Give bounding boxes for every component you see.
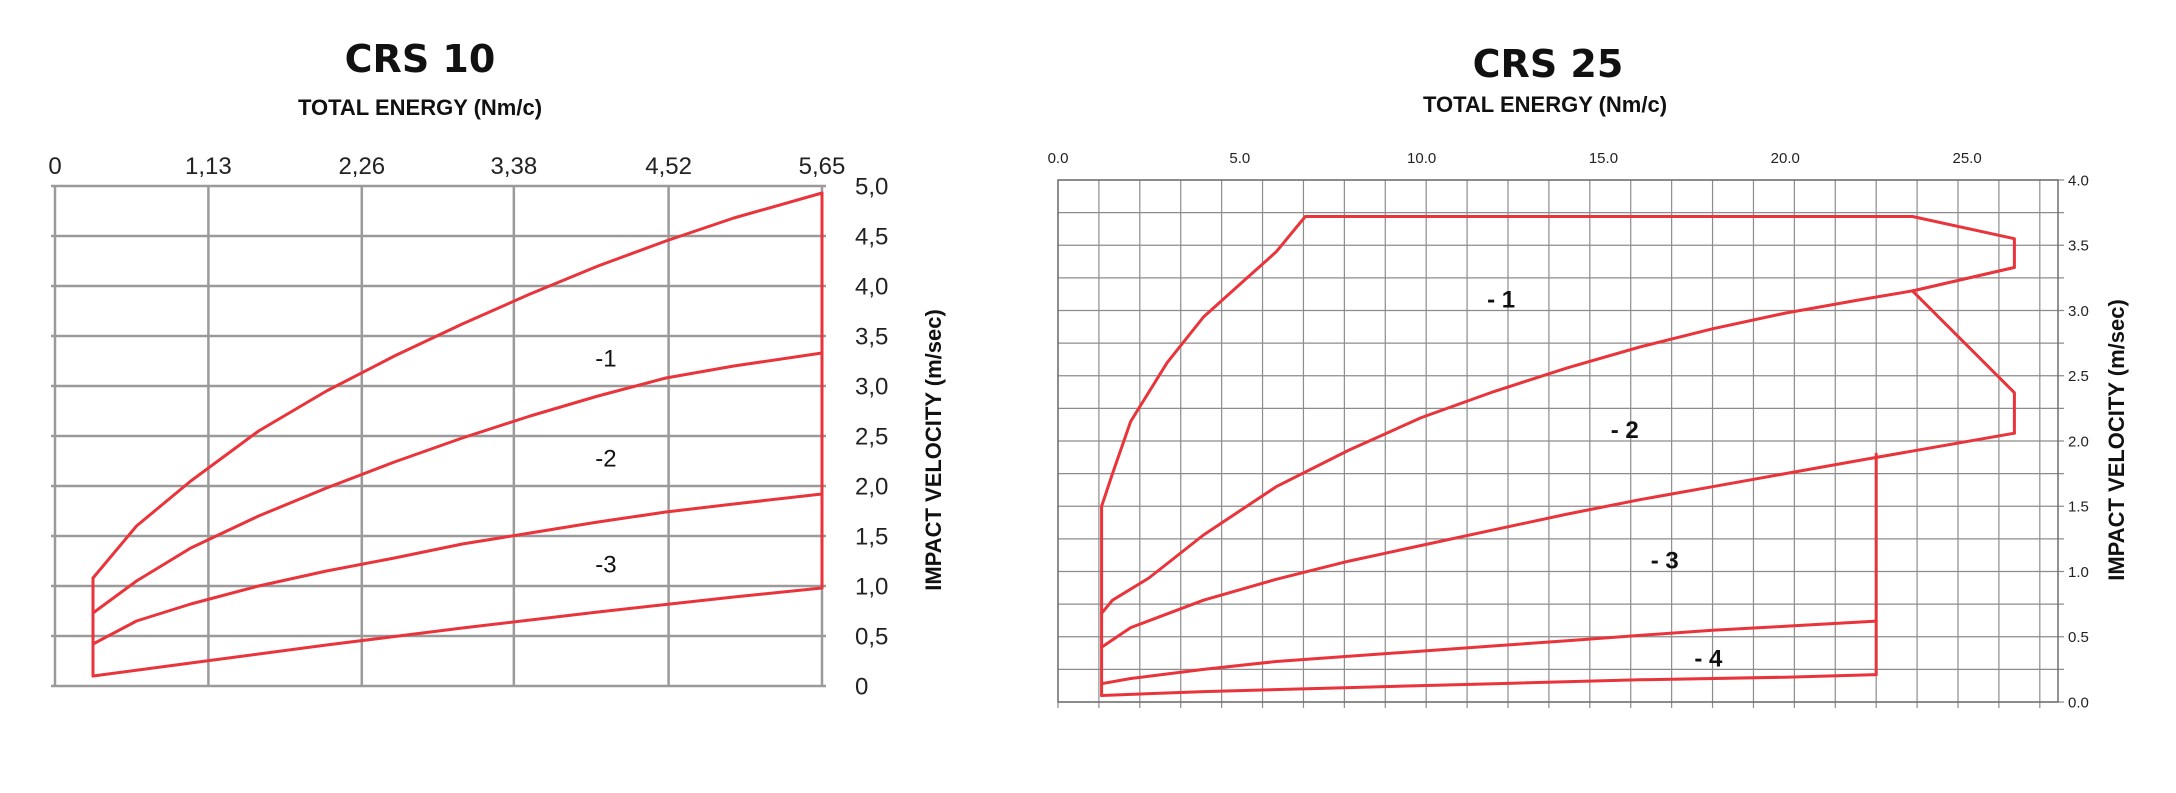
c2-x-tick-label: 5.0 [1229,150,1250,167]
crs25-ylabel: IMPACT VELOCITY (m/sec) [2104,299,2129,581]
crs10-chart: CRS 10 TOTAL ENERGY (Nm/c) IMPACT VELOCI… [48,37,946,701]
c2-zone-label: - 4 [1694,645,1723,672]
c1-x-tick-label: 1,13 [185,153,232,180]
c2-series-line-2 [1911,289,2016,435]
crs10-xlabel: TOTAL ENERGY (Nm/c) [298,95,542,120]
crs25-xlabel: TOTAL ENERGY (Nm/c) [1423,92,1667,117]
c1-zone-label: -3 [595,552,616,579]
c1-y-tick-label: 3,0 [855,374,888,401]
c1-series-line-3 [91,586,824,678]
c2-frame [1057,179,2059,703]
c2-x-tick-label: 0.0 [1048,150,1069,167]
crs10-series [91,191,824,678]
c1-zone-label: -2 [595,446,616,473]
c2-y-tick-label: 1.5 [2068,499,2089,516]
crs10-y-ticks: 0 0,5 1,0 1,5 2,0 2,5 3,0 3,5 4,0 4,5 5,0 [855,174,888,701]
c1-y-tick-label: 2,5 [855,424,888,451]
c1-y-tick-label: 1,0 [855,574,888,601]
c2-x-tick-label: 15.0 [1589,150,1618,167]
crs25-annotations: - 1 - 2 - 3 - 4 [1487,286,1723,672]
crs10-title: CRS 10 [345,37,496,81]
c2-y-tick-label: 0.5 [2068,629,2089,646]
c1-y-tick-label: 4,0 [855,274,888,301]
c2-series-line-5 [1100,673,1878,697]
crs10-x-ticks: 0 1,13 2,26 3,38 4,52 5,65 [48,153,845,180]
c2-series-line-1 [1100,265,2016,615]
crs25-y-ticks: 0.0 0.5 1.0 1.5 2.0 2.5 3.0 3.5 4.0 [2068,172,2089,711]
c2-x-tick-label: 20.0 [1771,150,1800,167]
c2-y-tick-label: 1.0 [2068,564,2089,581]
c1-x-tick-label: 5,65 [799,153,846,180]
c2-x-tick-label: 10.0 [1407,150,1436,167]
c1-y-tick-label: 5,0 [855,174,888,201]
c2-y-tick-label: 3.5 [2068,238,2089,255]
crs25-x-ticks: 0.0 5.0 10.0 15.0 20.0 25.0 [1048,150,1982,167]
c1-series-line-1 [91,351,824,615]
c1-y-tick-label: 4,5 [855,224,888,251]
c1-y-tick-label: 2,0 [855,474,888,501]
crs25-grid [1057,179,2064,708]
c2-x-tick-label: 25.0 [1952,150,1981,167]
c1-zone-label: -1 [595,346,616,373]
c2-y-tick-label: 2.5 [2068,368,2089,385]
c1-x-tick-label: 3,38 [490,153,537,180]
c1-x-tick-label: 0 [48,153,61,180]
c2-y-tick-label: 3.0 [2068,303,2089,320]
c1-x-tick-label: 2,26 [338,153,385,180]
c2-zone-label: - 2 [1611,417,1639,444]
c1-series-line-0 [91,191,824,580]
c1-y-tick-label: 3,5 [855,324,888,351]
c1-y-tick-label: 1,5 [855,524,888,551]
c2-y-tick-label: 4.0 [2068,172,2089,189]
c1-series-line-2 [91,492,824,646]
crs25-series [1100,215,2016,697]
c2-zone-label: - 3 [1651,547,1679,574]
c1-y-tick-label: 0 [855,674,868,701]
crs25-title: CRS 25 [1473,42,1624,86]
c1-x-tick-label: 4,52 [645,153,692,180]
c2-series-line-3 [1100,431,2016,649]
c2-zone-label: - 1 [1487,286,1515,313]
c2-y-tick-label: 2.0 [2068,433,2089,450]
crs10-ylabel: IMPACT VELOCITY (m/sec) [921,309,946,591]
c2-series-line-0 [1100,215,2016,697]
c1-y-tick-label: 0,5 [855,624,888,651]
c2-series-line-4 [1100,619,1878,686]
crs25-chart: CRS 25 TOTAL ENERGY (Nm/c) IMPACT VELOCI… [1048,42,2129,711]
c2-y-tick-label: 0.0 [2068,694,2089,711]
crs10-annotations: -1 -2 -3 [595,346,616,579]
